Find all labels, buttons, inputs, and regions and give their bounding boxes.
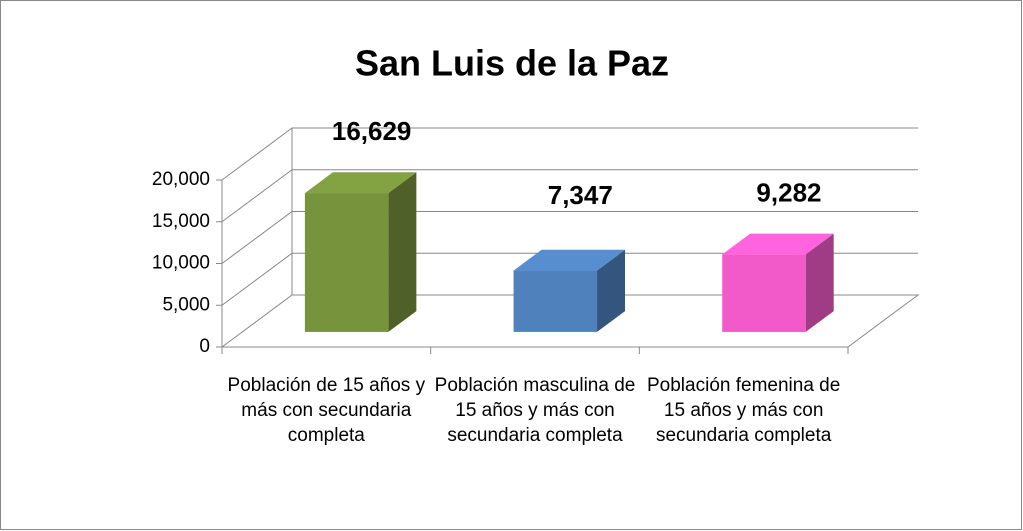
bar bbox=[304, 193, 389, 332]
grid-line bbox=[221, 211, 918, 264]
bar-side bbox=[388, 172, 417, 332]
y-tick-label: 15,000 bbox=[152, 211, 210, 232]
bar-side bbox=[597, 249, 626, 332]
data-label: 7,347 bbox=[548, 180, 613, 210]
bar-top bbox=[513, 249, 626, 271]
data-label: 16,629 bbox=[332, 116, 412, 146]
bar-top bbox=[722, 233, 834, 255]
y-tick-label: 0 bbox=[199, 336, 210, 357]
grid-line bbox=[221, 252, 918, 306]
x-tick-label: Población de 15 años y más con secundari… bbox=[227, 375, 426, 446]
x-tick-label: Población femenina de 15 años y más con … bbox=[647, 375, 841, 446]
bar-top bbox=[304, 172, 417, 194]
data-label: 9,282 bbox=[756, 177, 821, 207]
bar bbox=[513, 270, 598, 332]
bar bbox=[722, 254, 806, 332]
y-tick-label: 5,000 bbox=[162, 294, 210, 315]
y-tick-label: 10,000 bbox=[152, 253, 210, 274]
grid-line bbox=[221, 127, 918, 181]
y-tick-label: 20,000 bbox=[152, 169, 210, 190]
bar-side bbox=[805, 233, 834, 332]
chart-title: San Luis de la Paz bbox=[355, 43, 669, 84]
grid-line bbox=[221, 169, 918, 223]
x-tick-label: Población masculina de 15 años y más con… bbox=[434, 375, 636, 446]
